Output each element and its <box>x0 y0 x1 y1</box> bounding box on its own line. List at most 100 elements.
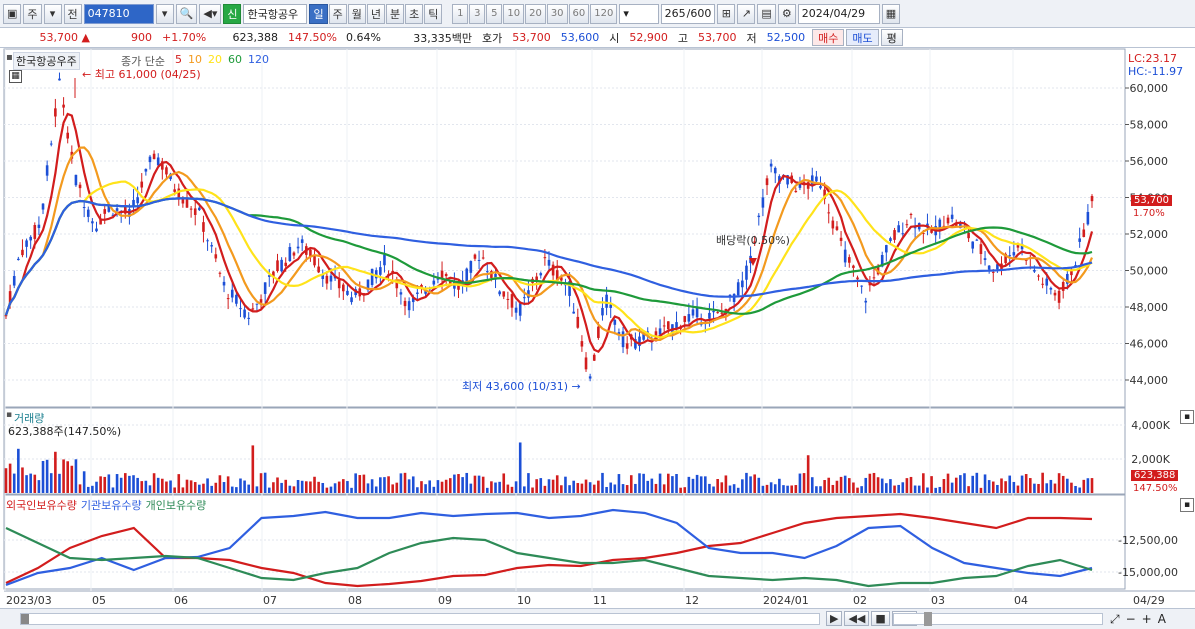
period-tab-0[interactable]: 일 <box>309 3 328 24</box>
candle-body <box>74 174 78 186</box>
volume-bar <box>296 479 300 493</box>
candle-body <box>905 224 909 226</box>
zoom-handle[interactable] <box>924 612 932 626</box>
candle-body <box>1024 259 1028 261</box>
save-icon[interactable]: ▤ <box>757 3 776 24</box>
zoom-in-icon[interactable]: + <box>1141 612 1152 626</box>
type-button[interactable]: 주 <box>23 3 42 24</box>
interval-button-4[interactable]: 20 <box>525 3 546 24</box>
scroll-track[interactable] <box>20 613 820 625</box>
chart-area[interactable]: 60,00058,00056,00054,00052,00050,00048,0… <box>0 48 1195 608</box>
candle-body <box>485 271 489 273</box>
volume-bar <box>987 480 991 493</box>
candle-body <box>675 322 678 330</box>
volume-bar <box>477 475 481 493</box>
price-with-arrow: 53,700 ▲ <box>39 31 90 44</box>
interval-button-3[interactable]: 10 <box>503 3 525 24</box>
volume-bar <box>86 486 90 493</box>
interval-button-7[interactable]: 120 <box>590 3 618 24</box>
date-field[interactable]: 2024/04/29 <box>797 3 880 24</box>
period-tab-2[interactable]: 월 <box>347 3 366 24</box>
period-tab-6[interactable]: 틱 <box>424 3 443 24</box>
x-label-1: 05 <box>92 594 106 607</box>
interval-button-2[interactable]: 5 <box>486 3 503 24</box>
volume-bar <box>218 475 222 493</box>
period-tab-1[interactable]: 주 <box>328 3 347 24</box>
volume-bar <box>539 478 543 493</box>
volume-bar <box>239 478 242 493</box>
volume-bar <box>309 481 312 493</box>
zoom-slider[interactable] <box>893 612 1103 626</box>
chart-tools-icon[interactable]: ⊞ <box>717 3 736 24</box>
volume-bar <box>847 478 851 493</box>
auto-scale-button[interactable]: A <box>1157 612 1166 626</box>
volume-bar <box>749 476 752 493</box>
volume-pane-close-icon[interactable]: ▪ <box>1180 410 1194 424</box>
code-dropdown-icon[interactable]: ▾ <box>155 3 174 24</box>
zoom-reset-icon[interactable]: ⤢ <box>1110 612 1120 626</box>
interval-button-6[interactable]: 60 <box>568 3 590 24</box>
stock-chart-svg[interactable]: 60,00058,00056,00054,00052,00050,00048,0… <box>0 48 1195 608</box>
volume-bar <box>214 482 218 493</box>
interval-button-0[interactable]: 1 <box>452 3 469 24</box>
speaker-icon[interactable]: ◀▾ <box>199 3 222 24</box>
volume-bar <box>613 484 617 493</box>
candle-body <box>370 268 374 286</box>
period-tab-4[interactable]: 분 <box>385 3 405 24</box>
candle-body <box>243 309 246 318</box>
volume-bar <box>926 487 929 493</box>
candle-body <box>469 261 473 273</box>
volume-bar <box>901 482 905 493</box>
candle-body <box>284 262 288 267</box>
candle-body <box>1012 252 1016 256</box>
volume-bar <box>8 463 12 493</box>
candle-body <box>938 219 942 231</box>
interval-button-1[interactable]: 3 <box>469 3 486 24</box>
candle-body <box>325 275 329 284</box>
search-icon[interactable]: 🔍 <box>175 3 198 24</box>
volume-bar <box>531 487 534 493</box>
stock-code-input[interactable]: 047810 <box>83 3 154 24</box>
calendar-icon[interactable]: ▦ <box>881 3 901 24</box>
table-icon[interactable]: ▦ <box>9 70 22 83</box>
rewind-icon[interactable]: ◀◀ <box>844 611 870 626</box>
volume-bar <box>222 482 226 493</box>
volume-bar <box>728 485 732 493</box>
candle-body <box>967 232 970 239</box>
volume-bar <box>876 477 880 493</box>
eval-button[interactable]: 평 <box>880 29 903 46</box>
sell-button[interactable]: 매도 <box>846 29 879 46</box>
volume-bar <box>481 476 485 493</box>
interval-button-5[interactable]: 30 <box>546 3 568 24</box>
candle-body <box>239 308 242 310</box>
prev-button[interactable]: 전 <box>63 3 82 24</box>
interval-dropdown[interactable]: ▾ <box>619 3 660 24</box>
candle-body <box>280 259 283 272</box>
play-icon[interactable]: ▶ <box>826 611 843 626</box>
candle-body <box>975 239 979 241</box>
horizontal-scrollbar[interactable]: ▶ ◀◀ ■ ▶▶ ⤢ − + A <box>0 608 1195 629</box>
volume-bar <box>658 473 662 493</box>
volume-bar <box>230 486 234 493</box>
candle-body <box>1066 273 1069 284</box>
volume-bar <box>527 473 530 493</box>
candle-body <box>8 291 12 305</box>
stop-icon[interactable]: ■ <box>871 611 890 626</box>
volume-bar <box>337 481 341 493</box>
holders-pane-close-icon[interactable]: ▪ <box>1180 498 1194 512</box>
scroll-thumb[interactable] <box>21 614 29 624</box>
stock-name-field[interactable]: 한국항공우 <box>243 3 308 24</box>
legend-title: 종가 단순 <box>121 55 165 68</box>
volume-bar <box>699 476 703 493</box>
buy-button[interactable]: 매수 <box>812 29 845 46</box>
window-icon[interactable]: ▣ <box>3 3 22 24</box>
draw-icon[interactable]: ↗ <box>737 3 756 24</box>
candle-body <box>494 273 497 280</box>
count-field[interactable]: 265/600 <box>661 3 716 24</box>
volume-bar <box>70 465 74 493</box>
zoom-out-icon[interactable]: − <box>1125 612 1136 626</box>
gear-icon[interactable]: ⚙ <box>777 3 796 24</box>
period-tab-3[interactable]: 년 <box>366 3 385 24</box>
chevron-down-icon[interactable]: ▾ <box>43 3 62 24</box>
period-tab-5[interactable]: 초 <box>405 3 424 24</box>
